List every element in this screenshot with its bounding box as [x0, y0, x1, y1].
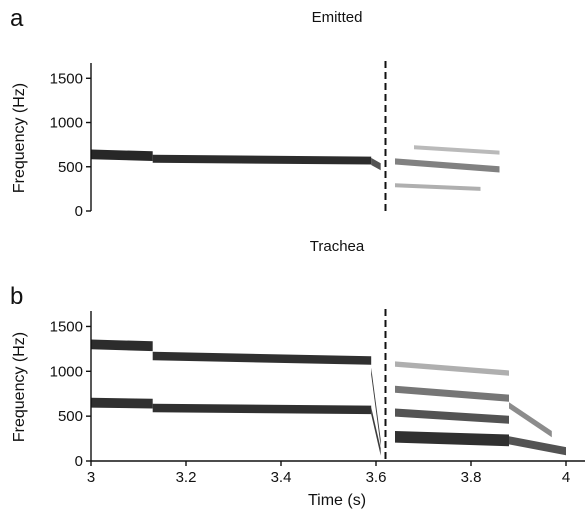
y-tick-label: 1500 — [50, 70, 83, 87]
y-tick-label: 1000 — [50, 363, 83, 380]
y-axis-label: Frequency (Hz) — [11, 332, 28, 442]
y-tick-label: 500 — [58, 159, 83, 176]
spectral-band — [395, 183, 481, 191]
x-tick-label: 3.6 — [366, 469, 387, 486]
spectral-band — [395, 361, 509, 376]
panel-b-title: Trachea — [310, 238, 365, 255]
y-tick-label: 500 — [58, 408, 83, 425]
y-tick-label: 0 — [75, 453, 83, 470]
x-tick-label: 3.8 — [461, 469, 482, 486]
spectral-band — [91, 149, 153, 161]
spectral-band — [395, 385, 509, 402]
spectral-band — [509, 436, 566, 456]
x-tick-label: 3.4 — [271, 469, 292, 486]
panel-b-letter: b — [10, 283, 23, 310]
spectral-band — [91, 339, 153, 352]
spectral-band — [152, 351, 372, 365]
spectral-band — [371, 157, 381, 171]
panel-b-spectrogram: 0 500 1000 1500 Frequency (Hz) 3 3.2 3.4 3.6 3.8 4 — [11, 309, 585, 486]
spectral-band — [152, 154, 372, 165]
y-tick-label: 1000 — [50, 115, 83, 132]
y-tick-label: 1500 — [50, 318, 83, 335]
spectral-band — [395, 431, 509, 447]
spectral-band — [395, 408, 509, 424]
x-axis-label: Time (s) — [308, 492, 366, 509]
spectral-band — [91, 397, 153, 409]
x-tick-label: 3.2 — [176, 469, 197, 486]
panel-a-spectrogram: 0 500 1000 1500 Frequency (Hz) — [11, 61, 500, 220]
spectral-band — [395, 158, 500, 173]
panel-a-letter: a — [10, 5, 24, 32]
spectral-band — [414, 145, 500, 155]
spectral-band — [509, 402, 552, 438]
y-axis-label: Frequency (Hz) — [11, 83, 28, 193]
x-tick-label: 3 — [87, 469, 95, 486]
x-tick-label: 4 — [562, 469, 570, 486]
spectral-band — [371, 407, 381, 456]
panel-a-title: Emitted — [312, 9, 363, 26]
spectral-band — [371, 367, 381, 447]
spectral-band — [152, 403, 372, 415]
y-tick-label: 0 — [75, 203, 83, 220]
